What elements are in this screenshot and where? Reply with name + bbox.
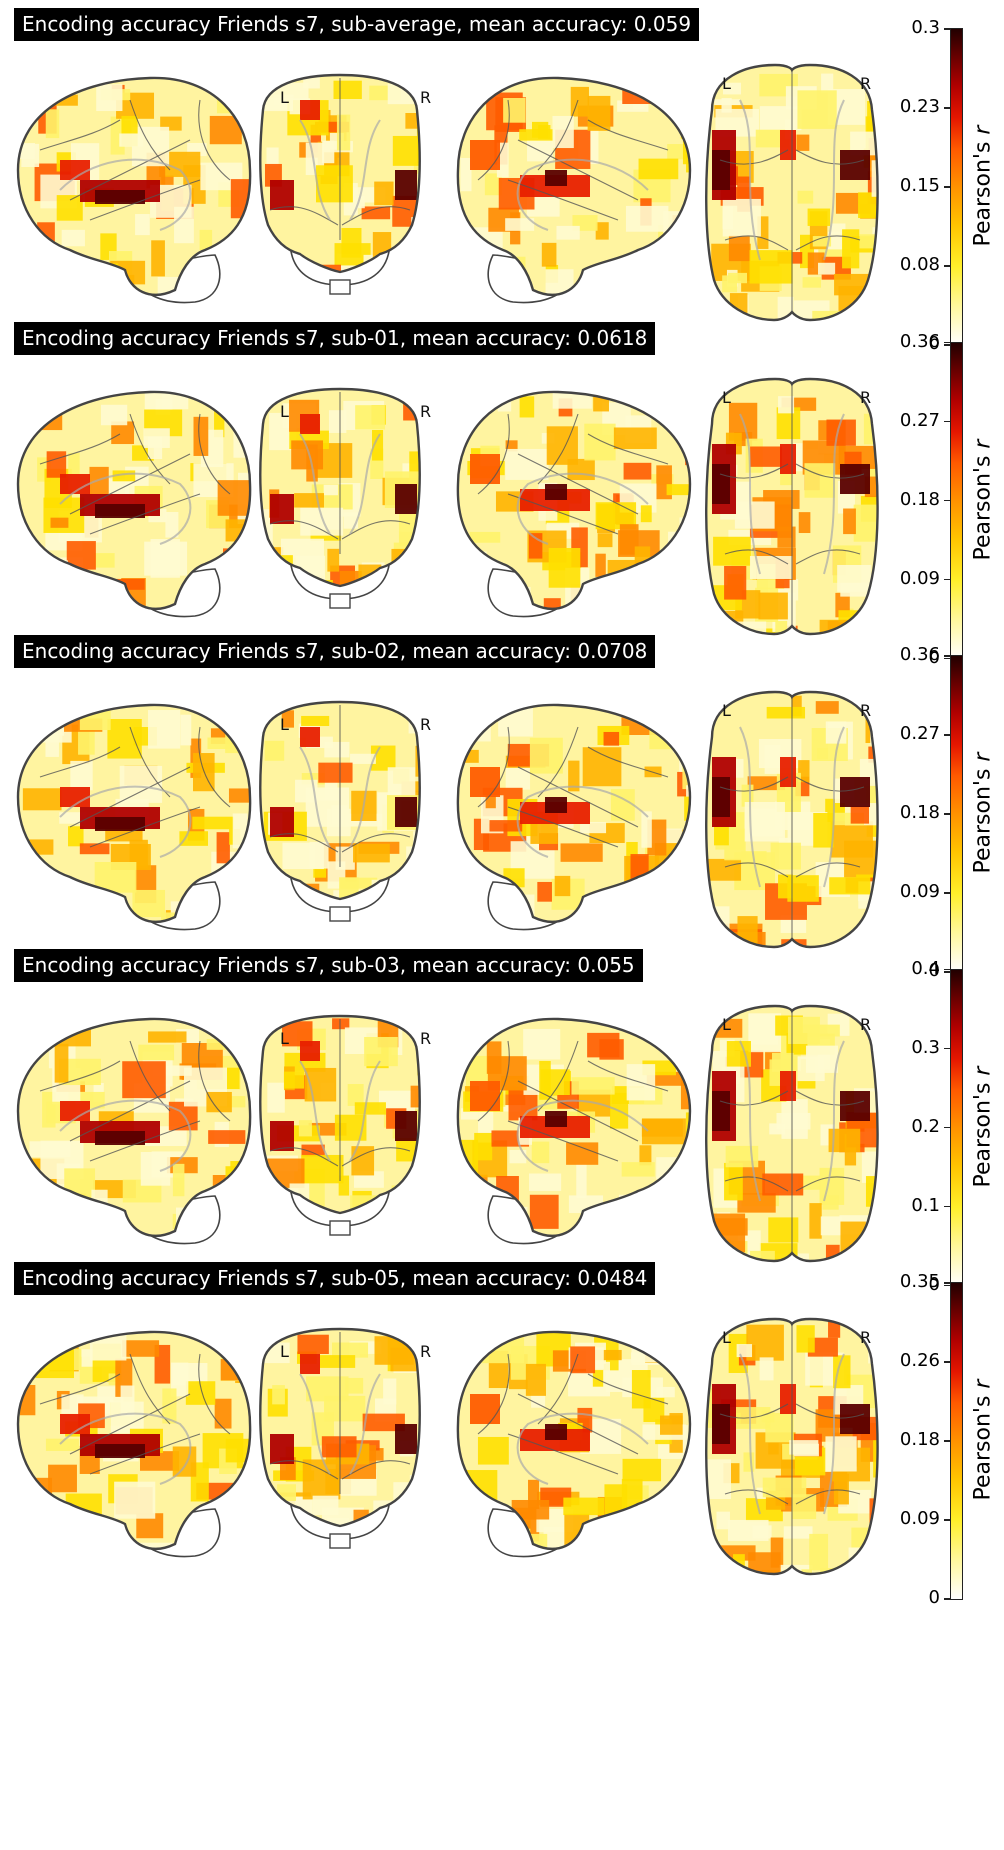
colorbar: [950, 28, 963, 346]
colorbar-tick-label: 0.1: [911, 1194, 940, 1216]
colorbar-tick: [944, 1598, 950, 1600]
right-hemisphere-label: R: [860, 1328, 872, 1347]
brain-panel: Encoding accuracy Friends s7, sub-averag…: [0, 0, 1004, 370]
colorbar-tick: [944, 1519, 950, 1521]
glass-brain-views: [16, 377, 879, 635]
colorbar-tick: [944, 265, 950, 267]
colorbar-tick-label: 0.18: [899, 1429, 940, 1450]
glass-brain-views: [16, 1004, 879, 1262]
colorbar-tick-label: 0.36: [899, 330, 940, 352]
brain-panel: Encoding accuracy Friends s7, sub-01, me…: [0, 314, 1004, 684]
panel-title: Encoding accuracy Friends s7, sub-averag…: [14, 8, 700, 41]
left-hemisphere-label: L: [280, 1342, 289, 1361]
colorbar-tick: [944, 107, 950, 109]
colorbar-tick-label: 0.36: [899, 644, 940, 665]
colorbar-tick-label: 0.18: [899, 802, 940, 823]
colorbar: [950, 968, 963, 1287]
colorbar-tick-label: 0.4: [911, 957, 940, 979]
colorbar-tick-label: 0.09: [899, 881, 940, 902]
colorbar: [950, 341, 963, 660]
colorbar: [950, 1282, 963, 1600]
right-hemisphere-label: R: [420, 401, 432, 421]
panel-title: Encoding accuracy Friends s7, sub-02, me…: [14, 635, 656, 668]
colorbar-tick: [944, 734, 950, 736]
colorbar-label: Pearson's r: [970, 125, 996, 247]
colorbar-tick: [944, 971, 950, 973]
left-hemisphere-label: L: [280, 88, 289, 107]
left-hemisphere-label: L: [722, 1014, 731, 1034]
colorbar-tick-label: 0.27: [899, 723, 940, 744]
colorbar-tick-label: 0.18: [899, 488, 940, 510]
right-hemisphere-label: R: [420, 88, 432, 107]
colorbar-tick: [944, 499, 950, 501]
brain-panel: Encoding accuracy Friends s7, sub-05, me…: [0, 1254, 1004, 1624]
right-hemisphere-label: R: [860, 74, 872, 93]
colorbar-label: Pearson's r: [970, 439, 996, 560]
colorbar-tick-label: 0.35: [899, 1271, 940, 1292]
colorbar-label: Pearson's r: [970, 1379, 996, 1501]
colorbar-label: Pearson's r: [970, 1066, 996, 1187]
colorbar-tick: [944, 1284, 950, 1286]
colorbar-tick-label: 0.26: [899, 1350, 940, 1371]
colorbar-tick-label: 0.3: [911, 17, 940, 38]
panel-title: Encoding accuracy Friends s7, sub-01, me…: [14, 321, 656, 355]
colorbar-tick: [944, 1440, 950, 1442]
colorbar-tick-label: 0: [928, 646, 940, 668]
colorbar-tick: [944, 657, 950, 659]
left-hemisphere-label: L: [722, 387, 731, 407]
left-hemisphere-label: L: [722, 1328, 731, 1347]
colorbar-tick-label: 0.08: [899, 254, 940, 275]
colorbar-tick-label: 0.09: [899, 1508, 940, 1529]
right-hemisphere-label: R: [860, 701, 872, 720]
colorbar-tick: [944, 1282, 950, 1284]
right-hemisphere-label: R: [420, 1028, 432, 1048]
colorbar-tick: [944, 1126, 950, 1128]
colorbar-tick-label: 0.15: [899, 175, 940, 196]
right-hemisphere-label: R: [860, 387, 872, 407]
colorbar-tick: [944, 892, 950, 894]
brain-panel: Encoding accuracy Friends s7, sub-02, me…: [0, 627, 1004, 997]
glass-brain-views: [16, 63, 879, 322]
colorbar-tick: [944, 1361, 950, 1363]
colorbar-tick: [944, 341, 950, 343]
colorbar-tick: [944, 655, 950, 657]
colorbar-tick: [944, 813, 950, 815]
colorbar-tick-label: 0.2: [911, 1115, 940, 1137]
colorbar: [950, 655, 963, 973]
colorbar-tick: [944, 28, 950, 30]
panel-title: Encoding accuracy Friends s7, sub-03, me…: [14, 948, 643, 982]
colorbar-tick: [944, 344, 950, 346]
colorbar-tick: [944, 968, 950, 970]
colorbar-tick-label: 0: [928, 333, 940, 354]
colorbar-tick-label: 0.09: [899, 567, 940, 589]
colorbar-tick: [944, 1205, 950, 1207]
colorbar-tick-label: 0: [928, 1273, 940, 1295]
colorbar-tick-label: 0.27: [899, 409, 940, 431]
colorbar-tick-label: 0: [928, 960, 940, 981]
left-hemisphere-label: L: [280, 715, 289, 734]
left-hemisphere-label: L: [280, 401, 289, 421]
left-hemisphere-label: L: [722, 701, 731, 720]
colorbar-tick-label: 0.3: [911, 1036, 940, 1058]
colorbar-tick-label: 0.23: [899, 96, 940, 117]
right-hemisphere-label: R: [860, 1014, 872, 1034]
colorbar-tick-label: 0: [928, 1587, 940, 1608]
colorbar-tick: [944, 420, 950, 422]
brain-panel: Encoding accuracy Friends s7, sub-03, me…: [0, 941, 1004, 1311]
colorbar-tick: [944, 186, 950, 188]
left-hemisphere-label: L: [280, 1028, 289, 1048]
glass-brain-views: [16, 1317, 879, 1576]
colorbar-tick: [944, 578, 950, 580]
glass-brain-views: [16, 690, 879, 949]
left-hemisphere-label: L: [722, 74, 731, 93]
colorbar-label: Pearson's r: [970, 752, 996, 874]
right-hemisphere-label: R: [420, 1342, 432, 1361]
right-hemisphere-label: R: [420, 715, 432, 734]
colorbar-tick: [944, 1047, 950, 1049]
panel-title: Encoding accuracy Friends s7, sub-05, me…: [14, 1262, 656, 1295]
